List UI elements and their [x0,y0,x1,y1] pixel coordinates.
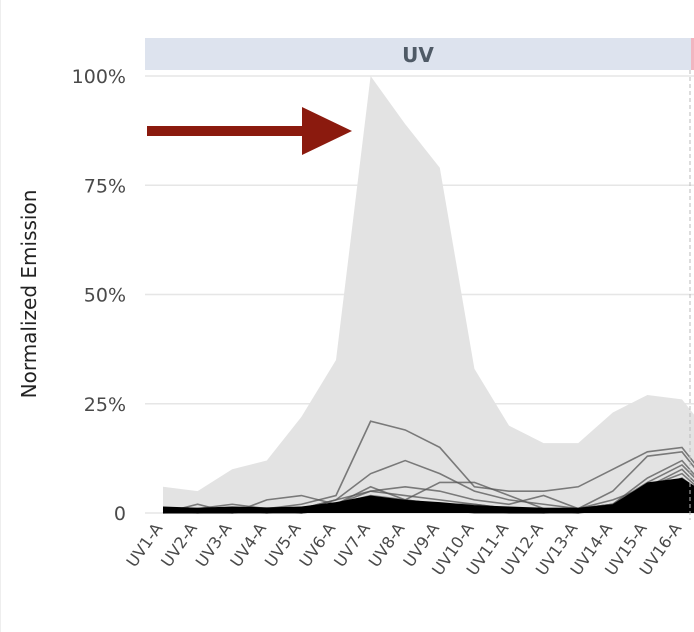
y-tick-label: 25% [84,394,126,416]
y-tick-label: 75% [84,175,126,197]
y-tick-label: 100% [72,66,126,88]
panel-title: UV [402,43,434,67]
frame-left-border [0,0,1,632]
x-tick-label: UV7-A [330,519,374,570]
x-tick-label: UV6-A [295,519,339,570]
annotation-arrow [147,107,352,155]
y-axis-ticks: 0 25% 50% 75% 100% [72,66,126,525]
panel-header-edge [691,38,694,70]
y-axis-label: Normalized Emission [17,190,41,399]
panel-header: UV [145,38,694,70]
arrow-shaft [147,126,307,136]
series-lines [162,420,694,514]
arrow-head [302,107,352,155]
x-tick-label: UV3-A [192,519,236,570]
x-tick-label: UV8-A [365,519,409,570]
envelope-area [163,76,694,513]
x-tick-label: UV4-A [226,519,270,570]
panel-header-bar [145,38,691,70]
y-tick-label: 50% [84,285,126,307]
x-tick-label: UV5-A [261,519,305,570]
dense-baseline-band [163,478,694,513]
x-tick-label: UV1-A [122,519,166,570]
y-tick-label: 0 [114,503,126,525]
x-tick-label: UV2-A [157,519,201,570]
x-axis-ticks: UV1-AUV2-AUV3-AUV4-AUV5-AUV6-AUV7-AUV8-A… [122,519,694,579]
emission-envelope [163,76,694,513]
